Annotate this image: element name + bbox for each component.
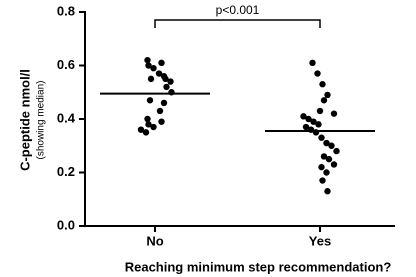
data-point	[324, 188, 331, 195]
data-point	[305, 115, 312, 123]
y-note-group: (showing median)	[36, 81, 47, 160]
data-point	[330, 110, 338, 117]
significance-bracket	[154, 19, 321, 28]
data-point	[150, 64, 157, 72]
data-point	[319, 177, 326, 184]
x-tick-label: Yes	[309, 233, 331, 248]
data-point	[163, 83, 170, 91]
data-point	[325, 155, 333, 163]
data-point	[162, 75, 169, 83]
y-tick-label: 0.8	[57, 3, 75, 18]
y-axis-label: C-peptide nmol/l	[17, 69, 32, 171]
y-tick-label: 0.2	[57, 164, 75, 179]
data-point	[314, 70, 321, 77]
data-point	[318, 163, 325, 171]
data-point	[150, 123, 157, 131]
x-axis-label: Reaching minimum step recommendation?	[125, 259, 392, 274]
data-point	[144, 115, 151, 123]
y-label-group: C-peptide nmol/l	[17, 69, 32, 171]
data-point	[328, 142, 335, 149]
data-point	[155, 70, 163, 77]
y-tick-label: 0.0	[57, 217, 75, 232]
data-point	[323, 139, 330, 147]
data-point	[300, 113, 307, 120]
data-point	[147, 75, 155, 83]
x-tick-label: No	[146, 233, 163, 248]
data-point	[316, 107, 324, 115]
data-point	[315, 121, 322, 128]
data-point	[146, 97, 154, 104]
data-point	[145, 62, 152, 69]
data-point	[319, 81, 326, 88]
data-point	[309, 59, 316, 67]
data-point	[318, 134, 325, 141]
data-point	[160, 99, 168, 107]
data-point	[330, 161, 338, 168]
data-point	[142, 129, 150, 136]
data-point	[156, 107, 164, 115]
data-point	[145, 121, 152, 128]
annotation: p<0.001	[216, 3, 260, 17]
y-axis-note: (showing median)	[36, 81, 47, 160]
data-point	[323, 169, 330, 176]
data-point	[310, 118, 317, 125]
data-point	[137, 126, 145, 133]
data-point	[302, 123, 310, 131]
data-point	[324, 91, 331, 99]
y-tick-label: 0.6	[57, 57, 75, 72]
data-point	[158, 118, 165, 125]
y-tick-label: 0.4	[57, 110, 76, 125]
data-point	[320, 153, 328, 160]
data-point	[158, 59, 165, 67]
data-point	[144, 56, 151, 64]
data-point	[320, 97, 328, 104]
data-point	[333, 147, 340, 155]
data-point	[167, 78, 174, 85]
